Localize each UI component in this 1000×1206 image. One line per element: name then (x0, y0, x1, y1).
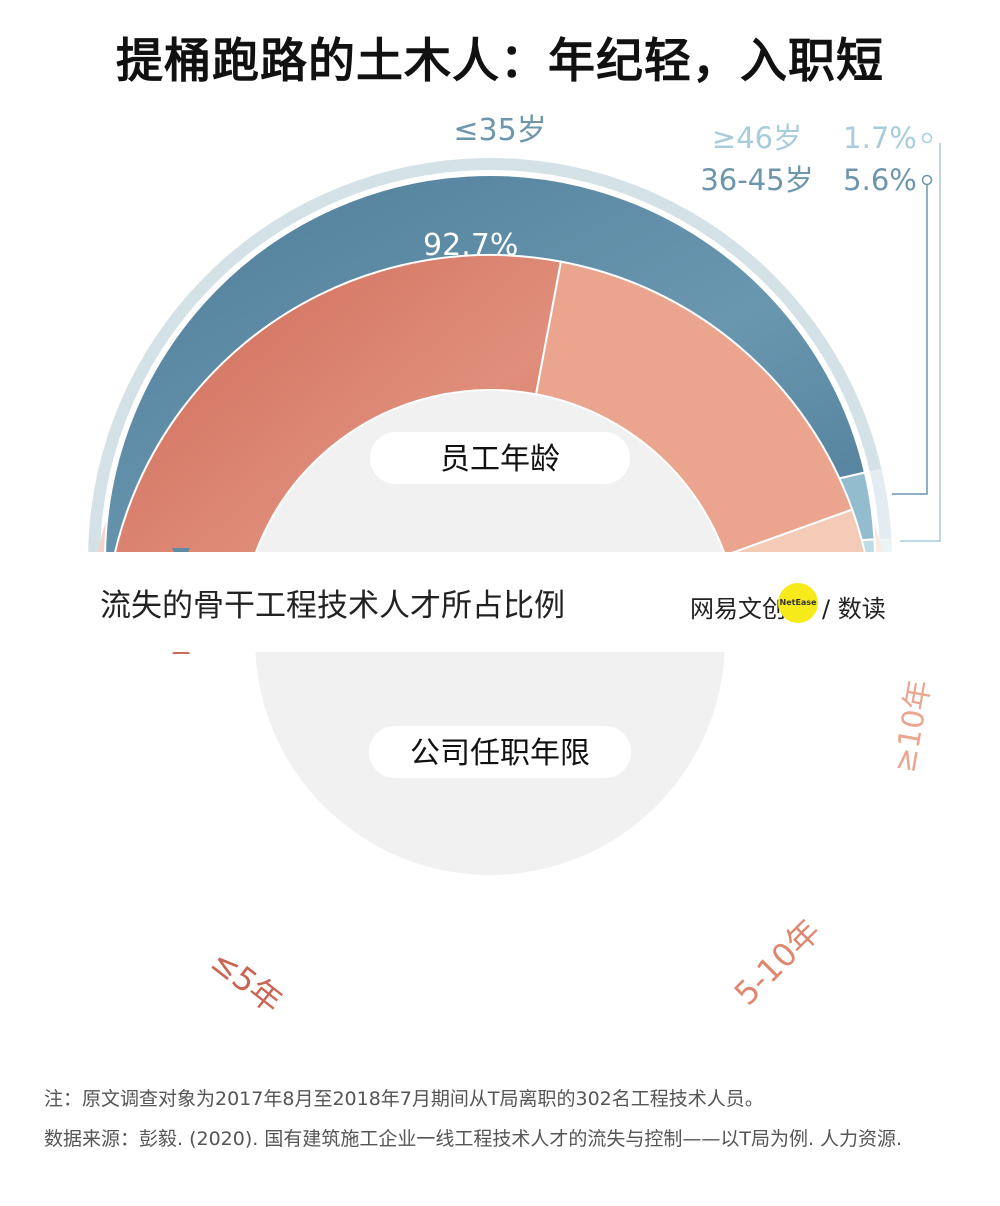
age-leader-line-2 (900, 143, 941, 542)
page-title: 提桶跑路的土木人：年纪轻，入职短 (116, 34, 884, 89)
tenure-category-label-2: ≥10年 (887, 677, 938, 775)
tenure-center-label-pill (369, 726, 631, 778)
tenure-slice-1 (534, 260, 854, 557)
age-center-label-pill (370, 432, 630, 484)
age-leader-dot-2 (921, 132, 933, 144)
age-category-label-0: ≤35岁 (453, 113, 546, 148)
age-leader-line-1 (892, 185, 928, 495)
middle-band (0, 552, 1000, 652)
brand-section: / 数读 (822, 595, 886, 623)
tenure-value-label-1: 33.1% (646, 824, 742, 925)
age-value-label-1: 5.6% (843, 163, 917, 197)
brand-badge: NetEase (778, 583, 818, 623)
age-leader-dot-1 (921, 174, 933, 186)
age-category-label-1: 36-45岁 (700, 163, 813, 197)
brand-name: 网易文创 (690, 595, 786, 623)
age-value-label-2: 1.7% (843, 121, 917, 155)
age-center-label: 员工年龄 (440, 442, 560, 477)
chart-subtitle: 流失的骨干工程技术人才所占比例 (100, 588, 565, 624)
tenure-slice-0 (103, 254, 563, 641)
data-source: 数据来源：彭毅. (2020). 国有建筑施工企业一线工程技术人才的流失与控制—… (44, 1128, 903, 1150)
age-category-label-2: ≥46岁 (712, 121, 802, 155)
tenure-category-label-0: ≤5年 (204, 942, 290, 1021)
age-ring-1 (869, 468, 892, 540)
tenure-value-label-2: 11.0% (784, 657, 832, 750)
footnote: 注：原文调查对象为2017年8月至2018年7月期间从T局离职的302名工程技术… (44, 1088, 764, 1110)
tenure-center-label: 公司任职年限 (410, 736, 590, 771)
age-value-label-0: 92.7% (423, 228, 518, 263)
tenure-category-label-1: 5-10年 (727, 912, 828, 1013)
tenure-value-label-0: 55.9% (260, 837, 364, 930)
